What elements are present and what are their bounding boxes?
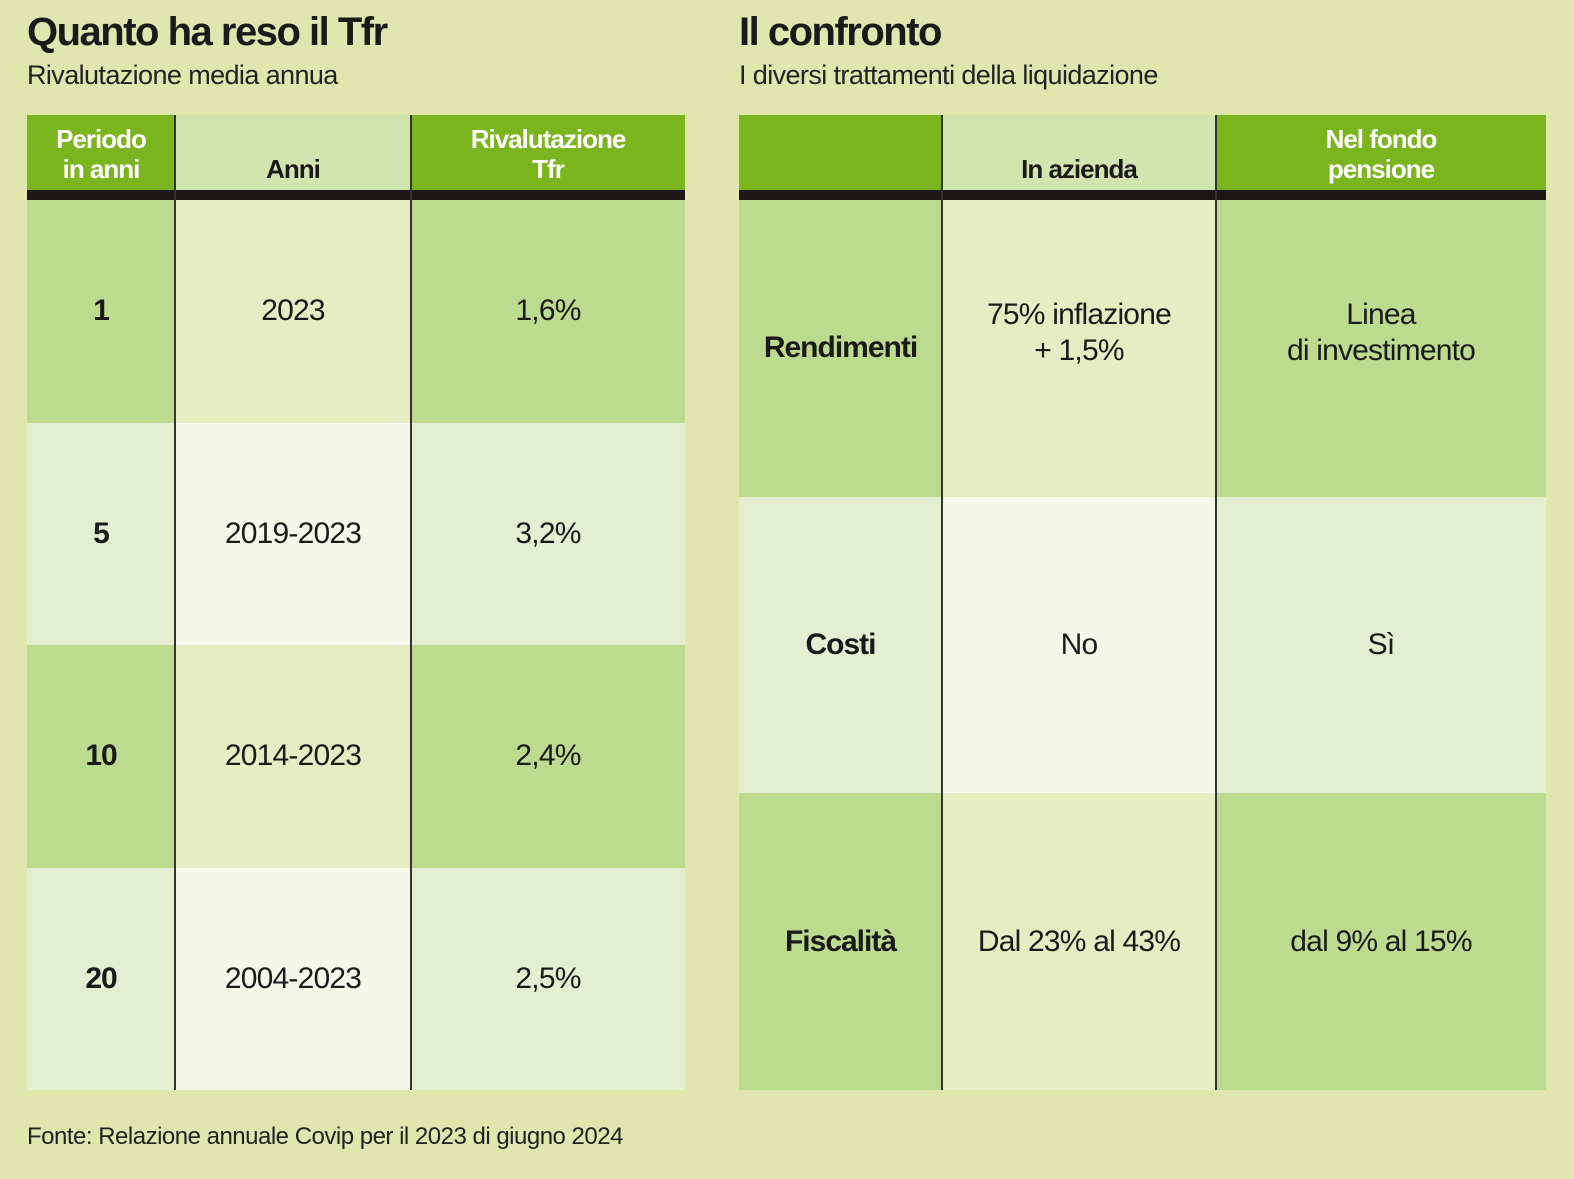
- column-header: In azienda: [942, 115, 1216, 190]
- table-cell: Linea di investimento: [1216, 200, 1546, 497]
- source-note: Fonte: Relazione annuale Covip per il 20…: [27, 1123, 623, 1150]
- right-title: Il confronto: [739, 10, 942, 54]
- column-header: Periodo in anni: [27, 115, 175, 190]
- left-title: Quanto ha reso il Tfr: [27, 10, 388, 54]
- table-cell: 2019-2023: [175, 422, 411, 645]
- column-divider: [941, 115, 943, 1090]
- table-cell: Costi: [739, 496, 942, 794]
- table-cell: Sì: [1216, 496, 1546, 794]
- table-cell: 10: [27, 645, 175, 868]
- column-header: Rivalutazione Tfr: [411, 115, 685, 190]
- table-cell: 1: [27, 200, 175, 423]
- table-cell: 20: [27, 867, 175, 1090]
- column-divider: [410, 115, 412, 1090]
- column-header: Nel fondo pensione: [1216, 115, 1546, 190]
- table-cell: 2023: [175, 200, 411, 423]
- table-cell: No: [942, 496, 1216, 794]
- column-divider: [174, 115, 176, 1090]
- table-cell: Dal 23% al 43%: [942, 793, 1216, 1090]
- table-cell: 2,4%: [411, 645, 685, 868]
- table-cell: 5: [27, 422, 175, 645]
- table-cell: 75% inflazione + 1,5%: [942, 200, 1216, 497]
- table-cell: 3,2%: [411, 422, 685, 645]
- header-rule: [739, 190, 1546, 200]
- table-cell: Fiscalità: [739, 793, 942, 1090]
- right-subtitle: I diversi trattamenti della liquidazione: [739, 60, 1158, 90]
- column-header: [739, 115, 942, 190]
- table-cell: Rendimenti: [739, 200, 942, 497]
- table-cell: dal 9% al 15%: [1216, 793, 1546, 1090]
- table-cell: 2014-2023: [175, 645, 411, 868]
- header-rule: [27, 190, 685, 200]
- table-cell: 2004-2023: [175, 867, 411, 1090]
- column-divider: [1215, 115, 1217, 1090]
- table-cell: 1,6%: [411, 200, 685, 423]
- table-cell: 2,5%: [411, 867, 685, 1090]
- left-subtitle: Rivalutazione media annua: [27, 60, 338, 90]
- column-header: Anni: [175, 115, 411, 190]
